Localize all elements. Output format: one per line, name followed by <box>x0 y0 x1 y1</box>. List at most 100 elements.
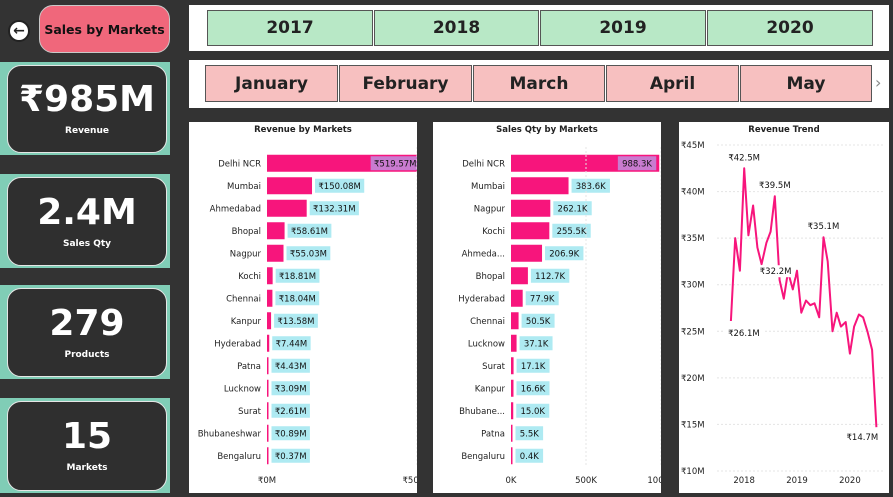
data-label: 15.0K <box>521 407 546 417</box>
y-tick-label: ₹15M <box>681 420 705 430</box>
bar[interactable] <box>511 447 513 465</box>
data-label-bg <box>530 268 570 283</box>
data-label: 262.1K <box>558 204 588 214</box>
bar[interactable] <box>267 289 273 307</box>
point-label-bg <box>843 431 882 444</box>
back-button[interactable]: ← <box>8 20 30 42</box>
point-label: ₹14.7M <box>847 433 879 443</box>
category-label: Kanpur <box>475 384 506 394</box>
kpi-value: 15 <box>61 416 113 457</box>
category-label: Chennai <box>470 317 505 327</box>
data-label: ₹4.43M <box>275 362 307 372</box>
category-label: Kochi <box>482 227 505 237</box>
kpi-revenue: ₹985M Revenue <box>0 62 170 155</box>
bar[interactable] <box>511 289 523 307</box>
revenue-trend-svg: ₹10M ₹15M ₹20M ₹25M ₹30M ₹35M ₹40M ₹45M 2018 2019… <box>681 141 885 486</box>
year-2020-button[interactable]: 2020 <box>707 10 873 46</box>
bar[interactable] <box>267 334 270 352</box>
x-tick-label: 2018 <box>733 476 755 486</box>
data-label: 16.6K <box>521 384 546 394</box>
data-label: ₹7.44M <box>276 339 308 349</box>
category-label: Bhopal <box>476 272 505 282</box>
bar[interactable] <box>511 244 543 262</box>
bar[interactable] <box>267 447 269 465</box>
kpi-value: 279 <box>49 302 125 344</box>
month-april-button[interactable]: April <box>606 65 739 102</box>
category-label: Hyderabad <box>214 339 261 349</box>
category-label: Bengaluru <box>461 452 505 462</box>
category-label: Patna <box>237 362 261 372</box>
x-tick-label: 1000K <box>647 476 661 486</box>
month-january-button[interactable]: January <box>205 65 338 102</box>
category-label: Mumbai <box>471 182 505 192</box>
data-label-bg <box>552 223 591 238</box>
bar[interactable] <box>511 357 514 375</box>
year-slicer: 2017 2018 2019 2020 <box>189 5 889 51</box>
x-tick-label: ₹0M <box>258 476 276 486</box>
month-march-button[interactable]: March <box>473 65 605 102</box>
kpi-value: 2.4M <box>37 191 137 233</box>
revenue-by-markets-svg: Delhi NCR ₹519.57M Mumbai ₹150.08M Ahmedabad… <box>198 147 417 486</box>
bar[interactable] <box>267 222 285 240</box>
bar[interactable] <box>267 177 313 195</box>
bar[interactable] <box>511 222 550 240</box>
bar[interactable] <box>267 357 269 375</box>
category-label: Kochi <box>238 272 261 282</box>
category-label: Hyderabad <box>458 294 505 304</box>
bar[interactable] <box>511 424 513 442</box>
bar[interactable] <box>511 402 514 420</box>
data-label-bg <box>525 291 559 306</box>
point-label: ₹42.5M <box>728 153 760 163</box>
data-label-bg <box>516 381 550 396</box>
kpi-label: Sales Qty <box>62 238 112 249</box>
data-label-bg <box>272 336 311 351</box>
point-label: ₹26.1M <box>728 329 760 339</box>
bar[interactable] <box>511 199 551 217</box>
arrow-left-circle-icon: ← <box>13 23 25 39</box>
y-tick-label: ₹20M <box>681 374 705 384</box>
category-label: Ahmedabad <box>210 204 261 214</box>
revenue-trend-line[interactable] <box>729 167 878 428</box>
bar[interactable] <box>511 334 517 352</box>
sales-by-markets-button[interactable]: Sales by Markets <box>39 5 170 53</box>
point-label: ₹39.5M <box>759 181 791 191</box>
year-2018-button[interactable]: 2018 <box>374 10 539 46</box>
x-tick-label: 500K <box>575 476 597 486</box>
data-label-bg <box>274 313 318 328</box>
month-february-button[interactable]: February <box>339 65 472 102</box>
data-label: ₹58.61M <box>291 227 328 237</box>
bar[interactable] <box>267 379 269 397</box>
chevron-right-icon[interactable]: › <box>875 73 882 92</box>
month-may-button[interactable]: May <box>740 65 872 102</box>
category-label: Delhi NCR <box>218 159 261 169</box>
bar[interactable] <box>511 267 528 285</box>
data-label: 37.1K <box>524 339 549 349</box>
year-2019-button[interactable]: 2019 <box>540 10 706 46</box>
data-label: ₹0.37M <box>275 452 307 462</box>
category-label: Surat <box>482 362 505 372</box>
kpi-products: 279 Products <box>0 285 170 379</box>
data-label-bg <box>516 403 550 418</box>
bar[interactable] <box>267 424 269 442</box>
data-label-bg <box>315 178 365 193</box>
category-label: Bengaluru <box>217 452 261 462</box>
bar[interactable] <box>267 312 272 330</box>
bar[interactable] <box>511 379 514 397</box>
category-label: Delhi NCR <box>462 159 505 169</box>
bar[interactable] <box>267 199 307 217</box>
bar[interactable] <box>267 244 284 262</box>
kpi-markets: 15 Markets <box>0 398 170 493</box>
point-label-bg <box>755 179 795 192</box>
data-label: ₹2.61M <box>275 407 307 417</box>
category-label: Bhubane... <box>459 407 505 417</box>
bar[interactable] <box>511 312 519 330</box>
category-label: Kanpur <box>231 317 262 327</box>
category-label: Nagpur <box>230 249 262 259</box>
category-label: Mumbai <box>227 182 261 192</box>
bar[interactable] <box>511 177 569 195</box>
bar[interactable] <box>267 267 273 285</box>
bar[interactable] <box>267 402 269 420</box>
data-label: 17.1K <box>521 362 546 372</box>
y-tick-label: ₹30M <box>681 281 705 291</box>
year-2017-button[interactable]: 2017 <box>207 10 373 46</box>
